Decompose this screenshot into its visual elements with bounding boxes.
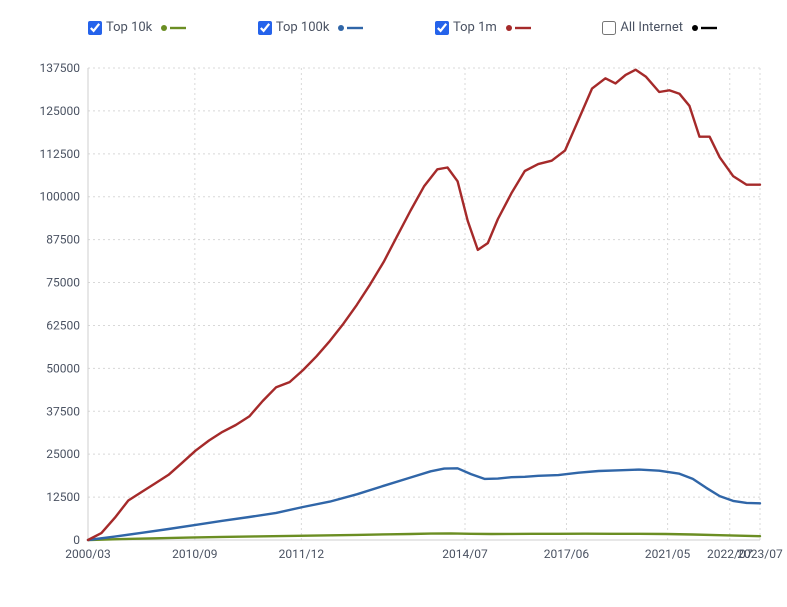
legend-checkbox-top100k[interactable] (258, 21, 272, 35)
series-top100k (88, 468, 760, 540)
legend-label: Top 1m (453, 20, 497, 35)
legend-checkbox-top10k[interactable] (88, 21, 102, 35)
y-tick-label: 87500 (46, 233, 80, 247)
legend-checkbox-top1m[interactable] (435, 21, 449, 35)
legend: Top 10k Top 100k Top 1m All Internet (0, 0, 787, 35)
legend-label: Top 100k (276, 20, 330, 35)
y-tick-label: 100000 (40, 190, 81, 204)
legend-label: Top 10k (106, 20, 152, 35)
legend-swatch-top100k (335, 23, 363, 33)
legend-swatch-top10k (158, 23, 186, 33)
y-tick-label: 137500 (40, 61, 81, 75)
x-tick-label: 2023/07 (737, 547, 783, 561)
y-tick-label: 12500 (46, 490, 80, 504)
y-tick-label: 0 (73, 533, 80, 547)
y-tick-label: 62500 (46, 318, 80, 332)
y-tick-label: 25000 (46, 447, 80, 461)
x-tick-label: 2014/07 (442, 547, 488, 561)
legend-item-top1m[interactable]: Top 1m (435, 20, 531, 35)
legend-label: All Internet (620, 20, 683, 35)
y-tick-label: 50000 (46, 361, 80, 375)
x-tick-label: 2017/06 (544, 547, 590, 561)
legend-item-top100k[interactable]: Top 100k (258, 20, 364, 35)
series-top10k (88, 533, 760, 540)
legend-checkbox-allinternet[interactable] (602, 21, 616, 35)
chart-container: Top 10k Top 100k Top 1m All Internet 0 12… (0, 0, 787, 607)
legend-item-top10k[interactable]: Top 10k (88, 20, 186, 35)
x-tick-label: 2000/03 (65, 547, 110, 561)
y-tick-label: 112500 (40, 147, 81, 161)
legend-swatch-top1m (503, 23, 531, 33)
x-tick-label: 2010/09 (172, 547, 217, 561)
legend-item-allinternet[interactable]: All Internet (602, 20, 717, 35)
x-tick-label: 2021/05 (645, 547, 691, 561)
y-tick-label: 125000 (40, 104, 81, 118)
plot-svg: 0 12500 25000 37500 50000 62500 75000 87500 1000… (0, 50, 787, 607)
y-tick-label: 75000 (46, 276, 80, 290)
series-top1m (88, 70, 760, 540)
legend-swatch-allinternet (689, 23, 717, 33)
y-tick-label: 37500 (46, 404, 80, 418)
x-tick-label: 2011/12 (279, 547, 325, 561)
